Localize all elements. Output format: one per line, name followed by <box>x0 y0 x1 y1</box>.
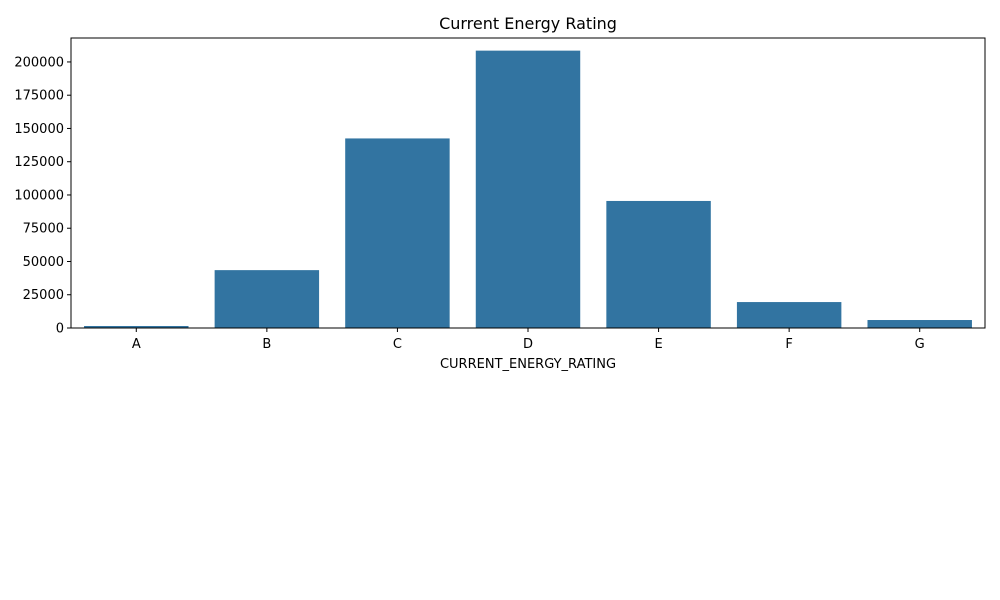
bar-C <box>345 138 450 328</box>
y-tick-label-175000: 175000 <box>14 89 64 104</box>
x-tick-label-C: C <box>393 337 402 352</box>
y-tick-label-200000: 200000 <box>14 55 64 70</box>
x-tick-label-E: E <box>654 337 662 352</box>
bar-F <box>736 302 842 328</box>
x-tick-label-B: B <box>262 337 271 352</box>
x-axis: A B C D E F G <box>132 328 925 352</box>
y-axis: 0 25000 50000 75000 100000 125000 150000 175000… <box>14 55 71 337</box>
bar-B <box>214 270 320 328</box>
chart-title: Current Energy Rating <box>439 14 617 33</box>
y-tick-label-0: 0 <box>56 322 64 337</box>
bar-D <box>475 50 581 329</box>
x-axis-label: CURRENT_ENERGY_RATING <box>440 357 616 372</box>
bar-A <box>84 326 189 328</box>
x-tick-label-G: G <box>915 337 925 352</box>
y-tick-label-100000: 100000 <box>14 188 64 203</box>
bars-group <box>84 50 972 329</box>
bar-E <box>606 200 711 328</box>
plot-frame <box>70 37 986 329</box>
x-tick-label-F: F <box>785 337 792 352</box>
x-tick-label-A: A <box>132 337 141 352</box>
bar-G <box>867 320 972 328</box>
y-tick-label-125000: 125000 <box>14 155 64 170</box>
y-tick-label-150000: 150000 <box>14 122 64 137</box>
y-tick-label-75000: 75000 <box>23 222 64 237</box>
y-tick-label-50000: 50000 <box>23 255 64 270</box>
x-tick-label-D: D <box>523 337 533 352</box>
y-tick-label-25000: 25000 <box>23 288 64 303</box>
